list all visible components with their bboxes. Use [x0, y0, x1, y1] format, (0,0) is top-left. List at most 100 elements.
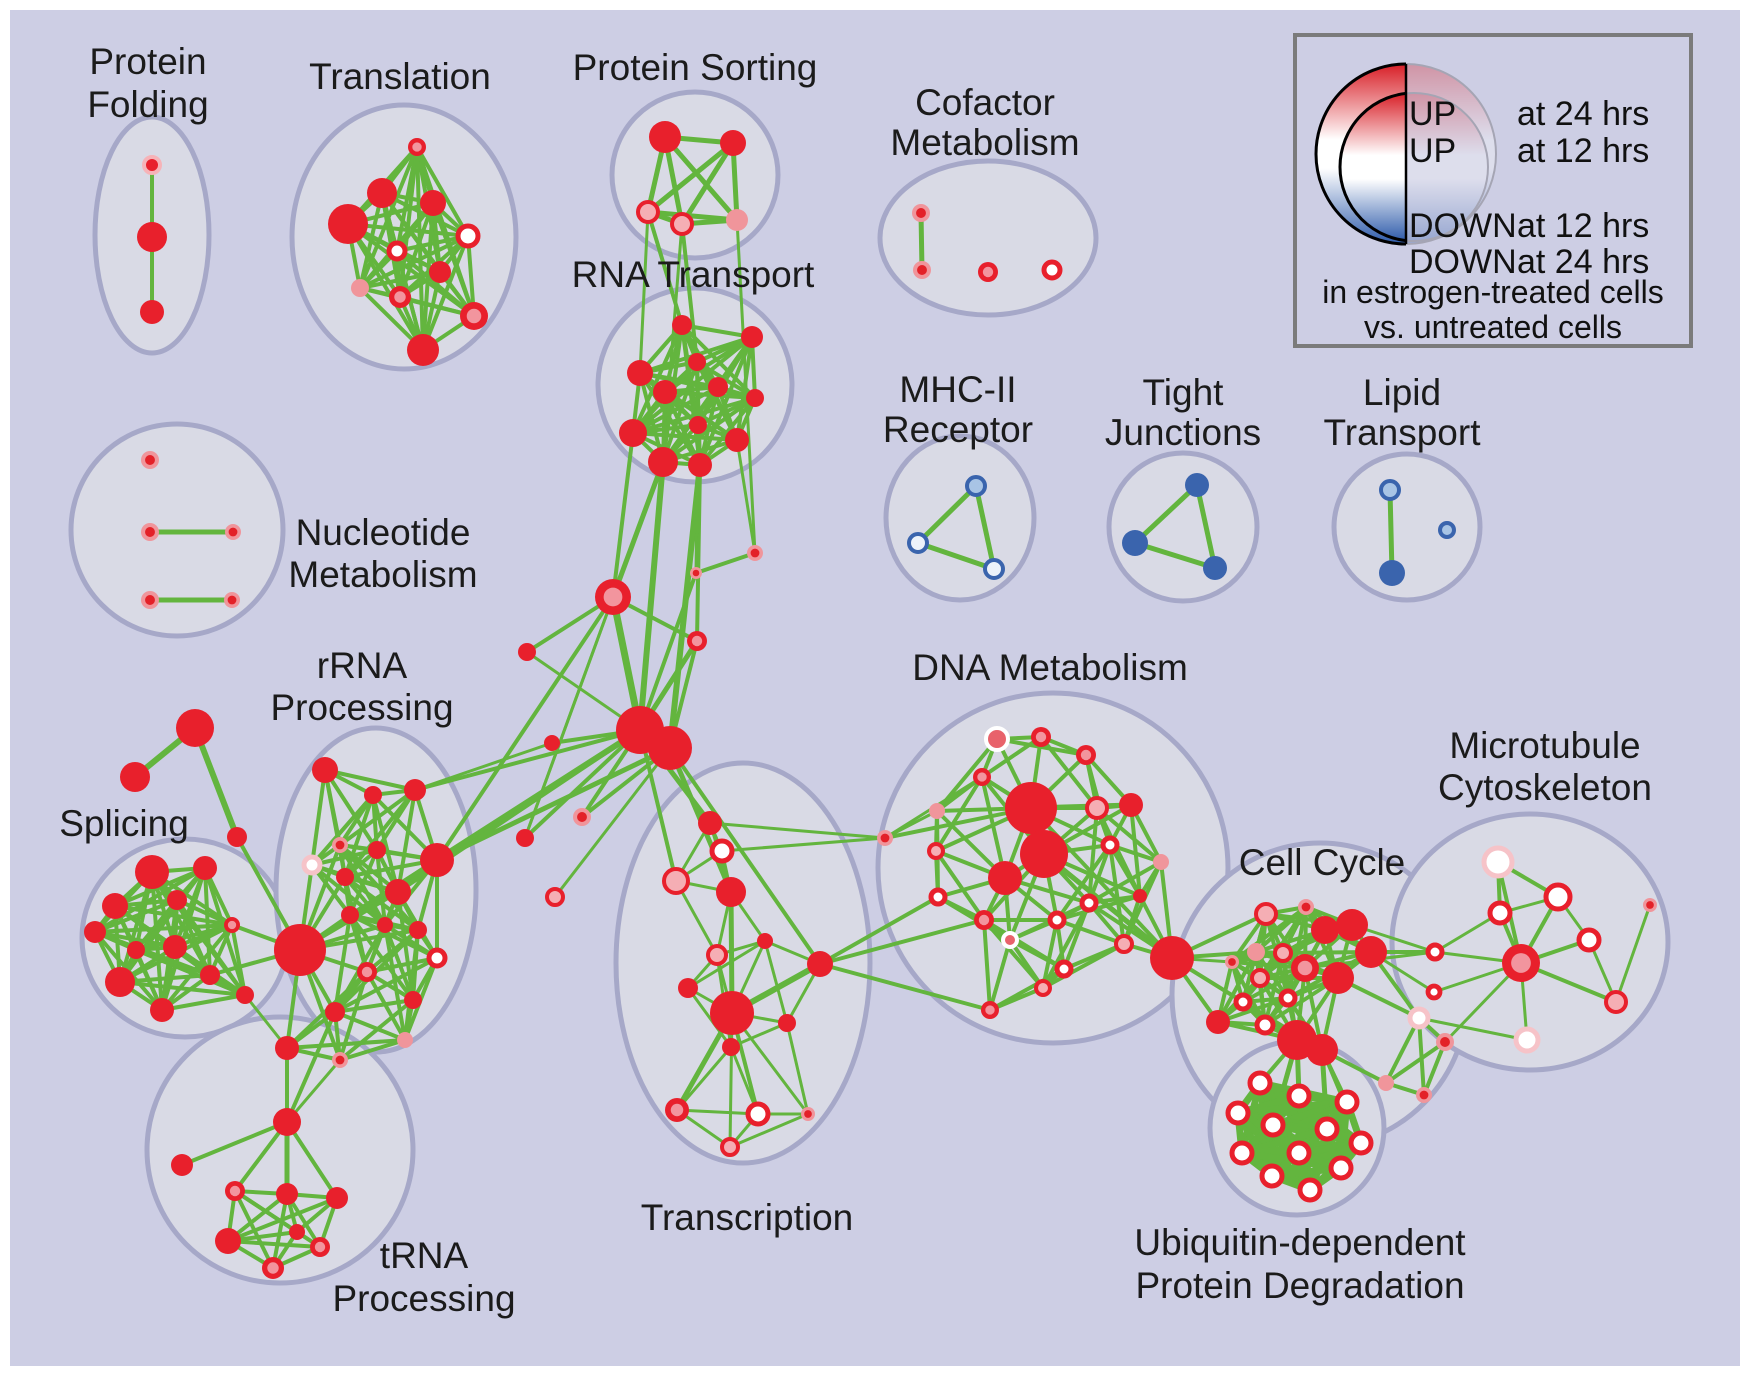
network-node	[1297, 1177, 1323, 1203]
network-node	[706, 944, 728, 966]
network-node-center	[577, 812, 587, 822]
network-edge	[818, 895, 940, 966]
network-node	[688, 453, 712, 477]
network-edge	[1433, 911, 1502, 954]
network-edge	[175, 898, 234, 927]
network-node	[364, 786, 382, 804]
network-node	[325, 1002, 345, 1022]
network-edge	[637, 459, 666, 733]
network-node	[648, 726, 692, 770]
network-edge	[675, 1045, 733, 1112]
network-node	[662, 867, 690, 895]
network-edge	[980, 735, 1043, 779]
network-node	[720, 130, 746, 156]
cluster-label-lipid-transport: Lipid Transport	[1324, 372, 1482, 453]
network-edge	[1384, 1016, 1421, 1085]
network-node	[227, 827, 247, 847]
legend-down-12-label: DOWN	[1409, 207, 1517, 245]
network-edge	[1234, 1098, 1351, 1117]
network-edge	[631, 396, 757, 435]
network-node	[1379, 479, 1401, 501]
network-node	[1322, 962, 1354, 994]
network-edge	[396, 788, 417, 894]
network-node	[1233, 992, 1253, 1012]
network-edge	[988, 938, 1012, 1012]
network-edge	[638, 371, 702, 467]
network-node-center	[1035, 731, 1047, 743]
network-edge	[675, 1108, 760, 1116]
network-edge	[1008, 938, 1045, 990]
network-edge	[358, 270, 442, 290]
cluster-label-rrna-processing: rRNA Processing	[270, 645, 453, 728]
network-edge	[818, 918, 986, 966]
network-edge	[1108, 843, 1126, 946]
network-edge	[1216, 996, 1290, 1024]
network-node	[670, 212, 694, 236]
network-edge	[638, 210, 650, 375]
network-edge	[118, 973, 212, 984]
network-node	[150, 998, 174, 1022]
network-edge	[323, 768, 417, 792]
cluster-label-cofactor-metabolism: Cofactor Metabolism	[890, 82, 1079, 163]
network-node	[778, 1014, 796, 1032]
network-edge	[333, 998, 415, 1014]
cluster-label-trna-processing: tRNA Processing	[332, 1235, 515, 1319]
network-edge	[980, 775, 1007, 880]
network-node	[1336, 909, 1368, 941]
network-edge	[523, 595, 615, 840]
network-node	[1425, 983, 1443, 1001]
network-node	[1260, 1112, 1286, 1138]
network-edge	[918, 210, 925, 273]
network-node	[404, 779, 426, 801]
network-edge	[285, 1010, 337, 1124]
network-edge	[1384, 1040, 1447, 1085]
network-edge	[668, 746, 822, 966]
network-node	[1153, 854, 1169, 870]
network-node-center	[1419, 1090, 1429, 1100]
legend-box: UP at 24 hrs UP at 12 hrs DOWN at 12 hrs…	[1293, 33, 1693, 348]
network-edge	[1087, 843, 1112, 905]
network-node	[1020, 830, 1068, 878]
network-edge	[346, 222, 425, 352]
network-edge	[1132, 540, 1218, 571]
network-node	[426, 947, 448, 969]
network-node	[200, 965, 220, 985]
cluster-label-tight-junctions: Tight Junctions	[1105, 372, 1261, 453]
network-node	[1487, 900, 1513, 926]
network-node	[689, 416, 707, 434]
network-node	[627, 360, 653, 386]
network-node	[726, 209, 748, 231]
network-node	[757, 933, 773, 949]
network-edge	[698, 396, 757, 467]
network-edge	[679, 140, 736, 227]
network-node	[455, 223, 481, 249]
network-edge	[935, 737, 999, 813]
network-node-center	[978, 914, 990, 926]
network-node	[135, 855, 169, 889]
network-node	[127, 941, 145, 959]
network-node	[215, 1228, 241, 1254]
network-edge	[271, 1192, 289, 1270]
network-node-center	[145, 527, 155, 537]
network-edge	[523, 728, 642, 840]
network-edge	[383, 923, 415, 1002]
network-edge	[818, 962, 992, 1012]
network-node	[420, 190, 446, 216]
network-edge	[285, 1038, 407, 1050]
network-edge	[610, 459, 666, 600]
network-node	[544, 735, 560, 751]
network-node	[965, 475, 987, 497]
network-node-center	[603, 587, 623, 607]
network-node	[1576, 927, 1602, 953]
network-node	[105, 967, 135, 997]
network-node-center	[982, 266, 994, 278]
network-edge	[638, 728, 678, 883]
network-node	[1379, 560, 1405, 586]
network-node-center	[466, 308, 482, 324]
network-edge	[735, 335, 754, 442]
network-node	[351, 279, 369, 297]
network-node	[518, 643, 536, 661]
network-edge	[333, 956, 439, 1014]
network-node-center	[145, 595, 155, 605]
